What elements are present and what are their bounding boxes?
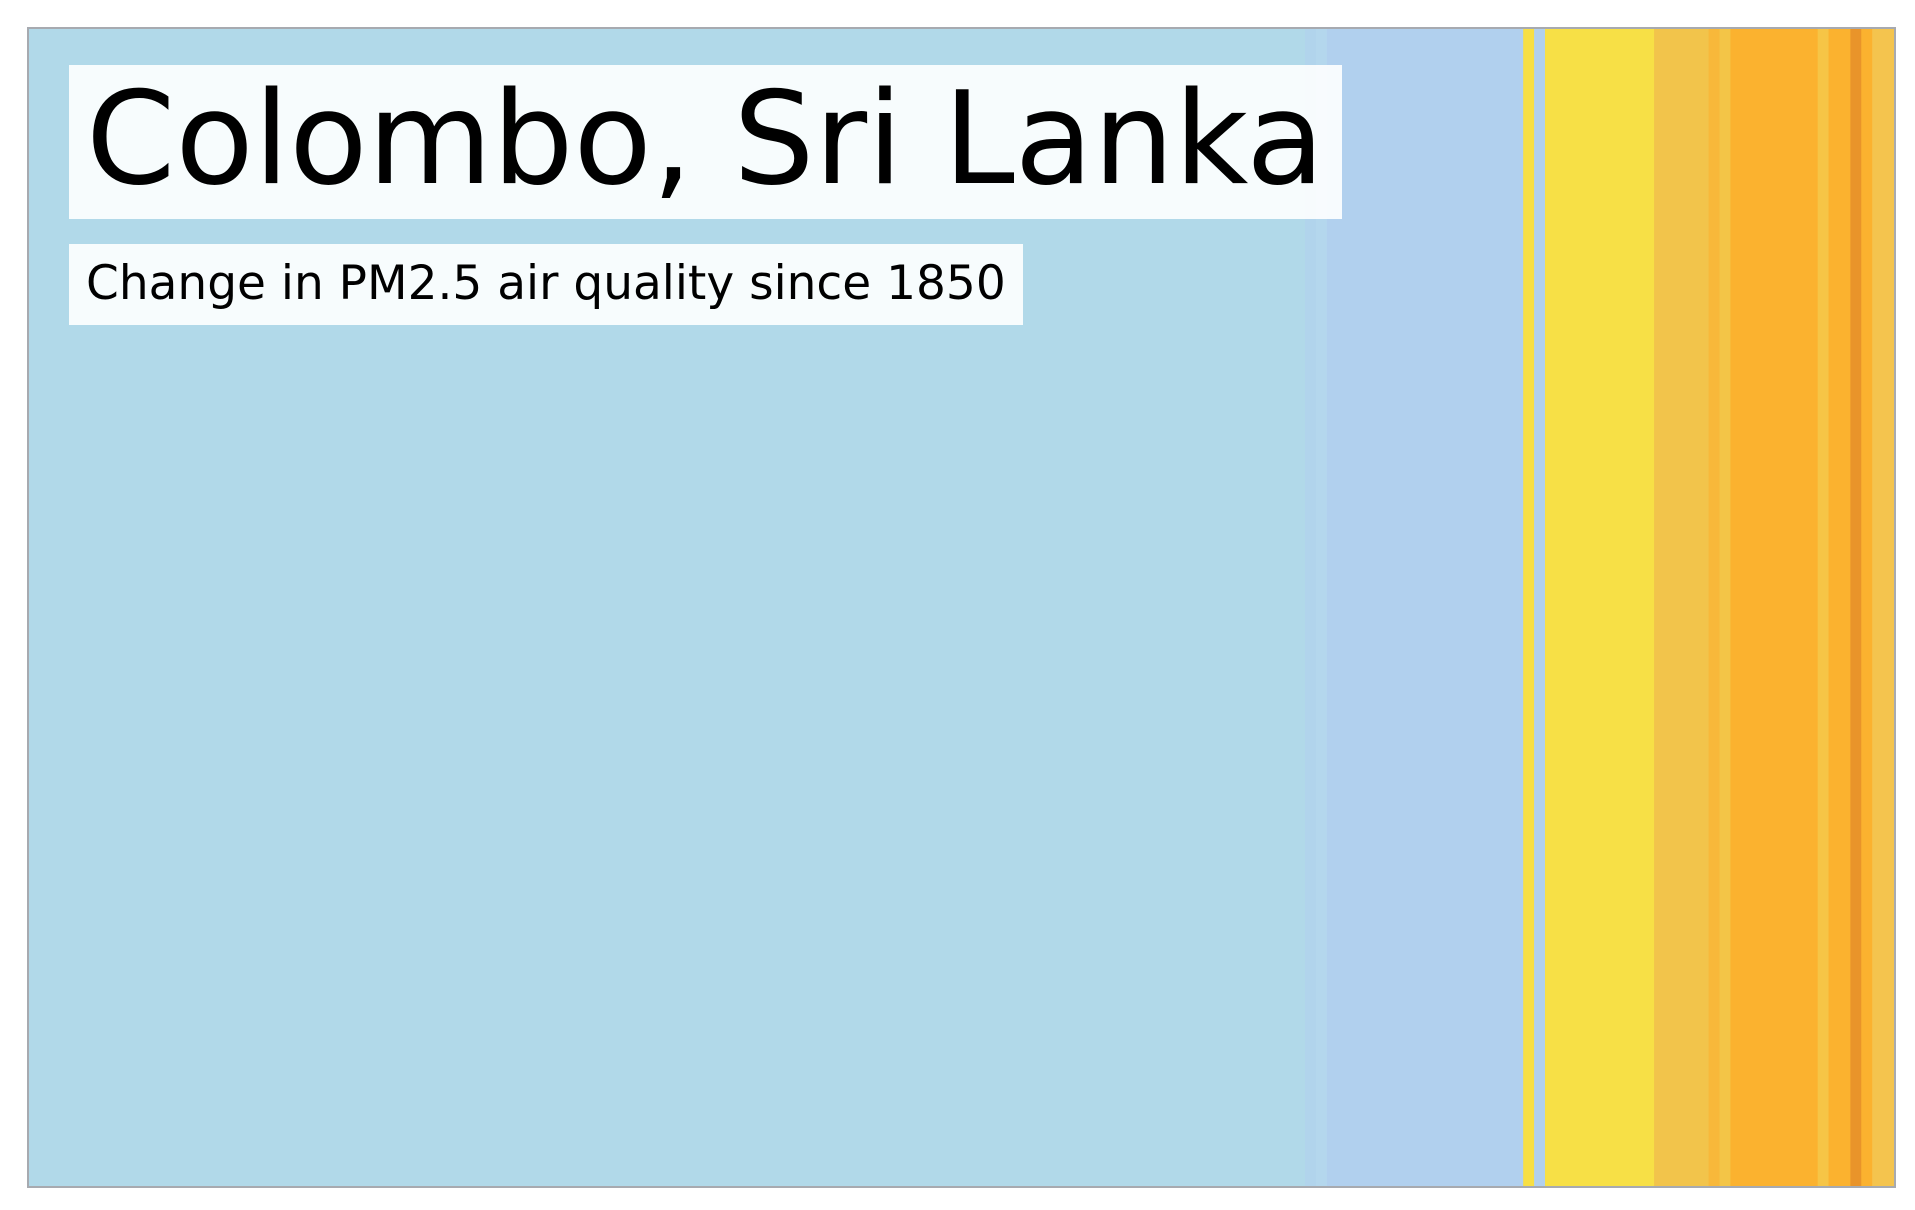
stripe-5 <box>1534 29 1546 1186</box>
chart-subtitle: Change in PM2.5 air quality since 1850 <box>69 244 1023 325</box>
chart-subtitle-text: Change in PM2.5 air quality since 1850 <box>86 256 1006 311</box>
stripe-12 <box>1828 29 1851 1186</box>
stripe-0 <box>29 29 1306 1186</box>
stripe-1 <box>1305 29 1317 1186</box>
stripe-9 <box>1719 29 1731 1186</box>
stripe-8 <box>1708 29 1720 1186</box>
stripes-plot <box>29 29 1894 1186</box>
stripe-3 <box>1326 29 1524 1186</box>
stripe-4 <box>1523 29 1535 1186</box>
stripe-7 <box>1654 29 1710 1186</box>
stripe-13 <box>1850 29 1862 1186</box>
stripe-2 <box>1315 29 1328 1186</box>
stripe-11 <box>1817 29 1830 1186</box>
stripe-6 <box>1544 29 1655 1186</box>
stripe-15 <box>1872 29 1894 1186</box>
stripe-10 <box>1730 29 1819 1186</box>
chart-title-text: Colombo, Sri Lanka <box>86 65 1325 214</box>
stripe-14 <box>1861 29 1873 1186</box>
chart-title: Colombo, Sri Lanka <box>69 65 1342 219</box>
warming-stripes-chart: Colombo, Sri Lanka Change in PM2.5 air q… <box>27 27 1896 1188</box>
stripes-group <box>29 29 1894 1186</box>
